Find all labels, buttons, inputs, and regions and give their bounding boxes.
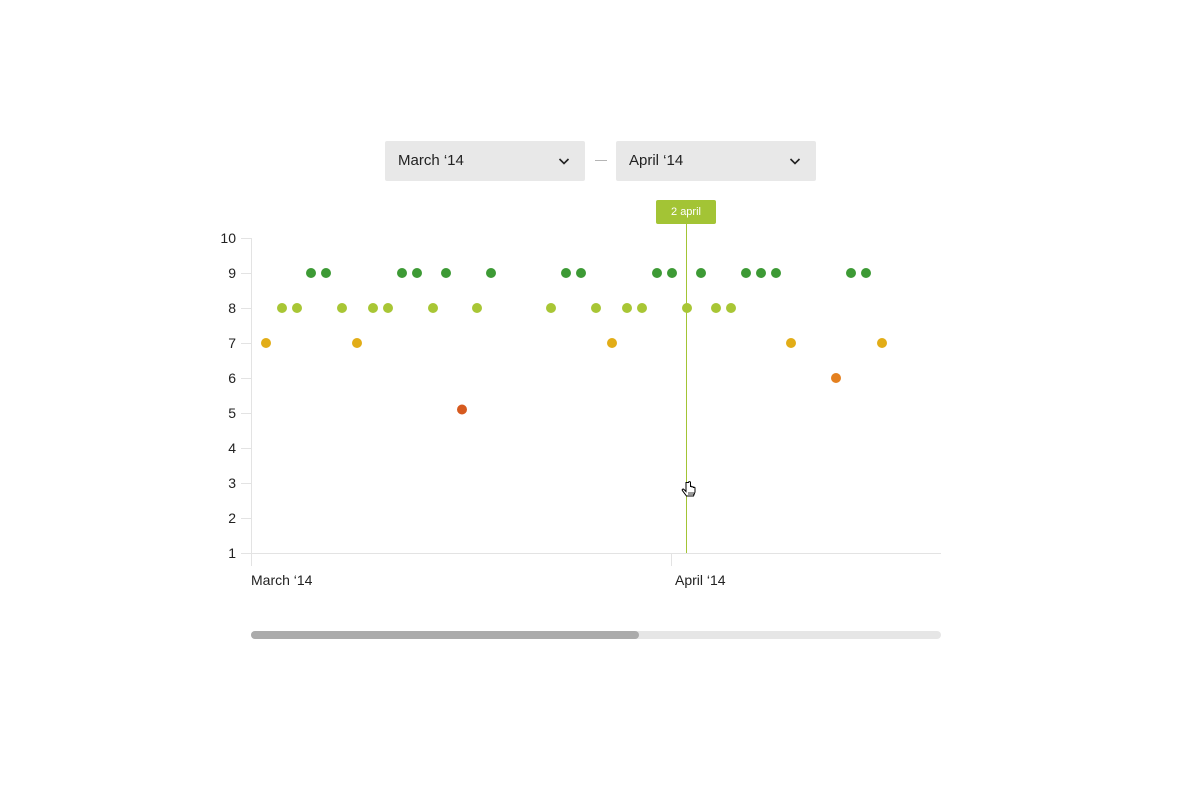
data-point[interactable] (682, 303, 692, 313)
hand-cursor-icon (681, 481, 696, 497)
data-point[interactable] (846, 268, 856, 278)
data-point[interactable] (667, 268, 677, 278)
chart-scrollbar-thumb[interactable] (251, 631, 639, 639)
x-label-april: April ‘14 (675, 572, 726, 588)
data-point[interactable] (637, 303, 647, 313)
data-point[interactable] (561, 268, 571, 278)
data-point[interactable] (786, 338, 796, 348)
data-point[interactable] (337, 303, 347, 313)
data-point[interactable] (741, 268, 751, 278)
data-point[interactable] (607, 338, 617, 348)
data-point[interactable] (457, 404, 467, 415)
chart-scrollbar-track[interactable] (251, 631, 941, 639)
data-point[interactable] (756, 268, 766, 278)
y-tick-label: 1 (228, 545, 236, 561)
data-point[interactable] (652, 268, 662, 278)
data-point[interactable] (861, 268, 871, 278)
data-point[interactable] (877, 338, 887, 348)
y-tick-label: 4 (228, 440, 236, 456)
data-point[interactable] (771, 268, 781, 278)
data-point[interactable] (352, 338, 362, 348)
y-tick-label: 7 (228, 335, 236, 351)
data-point[interactable] (711, 303, 721, 313)
date-tooltip: 2 april (656, 200, 716, 224)
y-tick-label: 2 (228, 510, 236, 526)
data-point[interactable] (277, 303, 287, 313)
y-tick-label: 6 (228, 370, 236, 386)
data-point[interactable] (321, 268, 331, 278)
data-point[interactable] (486, 268, 496, 278)
to-month-dropdown[interactable]: April ‘14 (616, 141, 816, 181)
y-tick-label: 5 (228, 405, 236, 421)
y-tick-label: 10 (220, 230, 236, 246)
data-point[interactable] (368, 303, 378, 313)
data-point[interactable] (831, 373, 841, 383)
y-tick-label: 8 (228, 300, 236, 316)
chevron-down-icon (789, 158, 801, 165)
data-point[interactable] (441, 268, 451, 278)
x-label-march: March ‘14 (251, 572, 313, 588)
data-point[interactable] (397, 268, 407, 278)
data-point[interactable] (306, 268, 316, 278)
from-month-dropdown[interactable]: March ‘14 (385, 141, 585, 181)
data-point[interactable] (591, 303, 601, 313)
data-point[interactable] (546, 303, 556, 313)
data-point[interactable] (383, 303, 393, 313)
data-point[interactable] (622, 303, 632, 313)
to-month-value: April ‘14 (629, 152, 684, 169)
y-ticks (241, 238, 251, 554)
range-separator (595, 160, 607, 161)
data-points (261, 268, 887, 415)
data-point[interactable] (696, 268, 706, 278)
data-point[interactable] (292, 303, 302, 313)
data-point[interactable] (576, 268, 586, 278)
chevron-down-icon (558, 158, 570, 165)
y-tick-label: 9 (228, 265, 236, 281)
data-point[interactable] (428, 303, 438, 313)
data-point[interactable] (261, 338, 271, 348)
data-point[interactable] (412, 268, 422, 278)
from-month-value: March ‘14 (398, 152, 464, 169)
y-tick-label: 3 (228, 475, 236, 491)
data-point[interactable] (726, 303, 736, 313)
data-point[interactable] (472, 303, 482, 313)
